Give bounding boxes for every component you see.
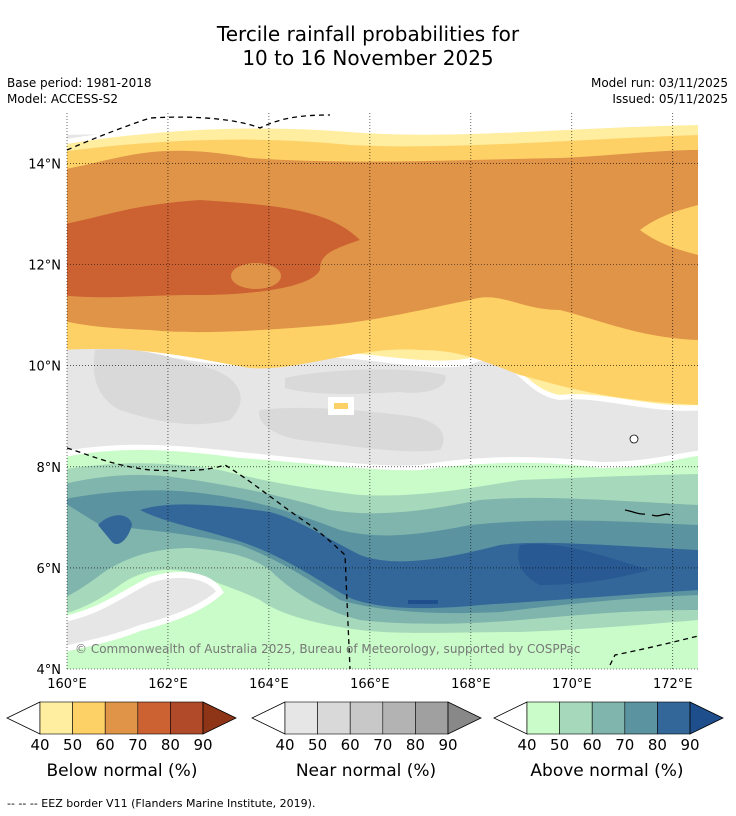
near-50-patch-2 <box>259 407 444 452</box>
colorbar-tick: 90 <box>193 736 212 754</box>
meta-left: Base period: 1981-2018 Model: ACCESS-S2 <box>7 75 152 107</box>
colorbar-segment <box>170 701 204 735</box>
colorbar-tick: 40 <box>275 736 294 754</box>
colorbar-segment <box>284 701 318 735</box>
colorbar-segment <box>591 701 626 735</box>
colorbar-label-above: Above normal (%) <box>530 761 684 781</box>
colorbar-tick: 80 <box>161 736 180 754</box>
colorbar-tick: 50 <box>63 736 82 754</box>
colorbar-tick: 40 <box>30 736 49 754</box>
near-50-patch-1 <box>93 349 241 425</box>
below-50-pocket <box>640 205 698 255</box>
probability-field <box>67 113 698 669</box>
colorbar-segment <box>526 701 560 735</box>
colorbar-min-arrow <box>6 701 41 735</box>
colorbar-tick: 40 <box>517 736 536 754</box>
colorbar-segment <box>349 701 384 735</box>
near-50-patch-3 <box>285 369 446 394</box>
colorbar-tick: 70 <box>373 736 392 754</box>
colorbar-1: 40 50 60 70 80 90 <box>251 701 482 754</box>
colorbar-tick: 60 <box>96 736 115 754</box>
colorbar-max-arrow <box>447 701 482 735</box>
above-90-core <box>518 544 650 585</box>
lon-tick-label: 170°E <box>552 677 592 692</box>
lat-tick-label: 6°N <box>37 562 62 577</box>
colorbar-tick: 90 <box>438 736 457 754</box>
lon-tick-label: 168°E <box>451 677 491 692</box>
colorbar-segment <box>415 701 449 735</box>
colorbar-tick: 50 <box>550 736 569 754</box>
colorbar-segment <box>657 701 691 735</box>
lon-tick-label: 160°E <box>47 677 87 692</box>
model-run: Model run: 03/11/2025 <box>590 76 728 90</box>
below-50-dot <box>328 397 354 415</box>
colorbar-segment <box>104 701 139 735</box>
colorbar-segment <box>137 701 171 735</box>
colorbar-0: 40 50 60 70 80 90 <box>6 701 237 754</box>
below-70-band <box>67 200 360 298</box>
island-2 <box>651 513 671 517</box>
colorbar-tick: 80 <box>648 736 667 754</box>
lat-tick-label: 4°N <box>37 663 62 678</box>
colorbar-max-arrow <box>202 701 237 735</box>
model-name: Model: ACCESS-S2 <box>7 92 119 106</box>
colorbar-segment <box>39 701 73 735</box>
lat-tick-label: 8°N <box>37 461 62 476</box>
eez-border-north <box>67 114 331 151</box>
title-line-2: 10 to 16 November 2025 <box>242 46 494 70</box>
colorbar-label-near: Near normal (%) <box>295 761 437 781</box>
eez-border-east <box>609 635 698 666</box>
lon-axis: 160°E 162°E 164°E 166°E 168°E 170°E 172°E <box>47 677 692 692</box>
colorbar-tick: 80 <box>406 736 425 754</box>
colorbar-tick: 60 <box>341 736 360 754</box>
island-1 <box>624 509 646 515</box>
above-80-patch <box>98 515 132 545</box>
lon-tick-label: 162°E <box>148 677 188 692</box>
meta-right: Model run: 03/11/2025 Issued: 05/11/2025 <box>591 75 728 107</box>
lat-tick-label: 12°N <box>28 259 61 274</box>
island-4 <box>629 434 639 444</box>
lat-tick-label: 10°N <box>28 360 61 375</box>
colorbar-min-arrow <box>251 701 286 735</box>
colorbar-segment <box>317 701 351 735</box>
colorbar-tick: 90 <box>680 736 699 754</box>
lat-axis: 14°N 12°N 10°N 8°N 6°N 4°N <box>28 158 61 678</box>
below-60-pocket <box>231 263 281 289</box>
colorbar-segment <box>559 701 593 735</box>
gridlines <box>66 113 698 670</box>
lat-tick-label: 14°N <box>28 158 61 173</box>
colorbar-tick: 70 <box>128 736 147 754</box>
colorbar-max-arrow <box>689 701 724 735</box>
colorbar-label-below: Below normal (%) <box>46 761 198 781</box>
colorbar-segment <box>382 701 416 735</box>
colorbar-tick: 70 <box>615 736 634 754</box>
colorbar-2: 40 50 60 70 80 90 <box>493 701 724 754</box>
map-title: Tercile rainfall probabilities for 10 to… <box>0 22 736 70</box>
title-line-1: Tercile rainfall probabilities for <box>216 22 520 46</box>
lon-tick-label: 166°E <box>350 677 390 692</box>
lon-tick-label: 164°E <box>249 677 289 692</box>
near-normal-pocket <box>67 571 224 652</box>
base-period: Base period: 1981-2018 <box>7 76 152 90</box>
colorbar-tick: 60 <box>583 736 602 754</box>
issued-date: Issued: 05/11/2025 <box>612 92 728 106</box>
eez-footnote: -- -- -- EEZ border V11 (Flanders Marine… <box>7 797 316 810</box>
colorbars: 40 50 60 70 80 90 40 50 60 70 80 90 40 50 60 70 80 90 <box>6 701 724 754</box>
colorbar-segment <box>72 701 106 735</box>
colorbar-tick: 50 <box>308 736 327 754</box>
lon-tick-label: 172°E <box>653 677 693 692</box>
copyright-text: © Commonwealth of Australia 2025, Bureau… <box>75 642 580 656</box>
colorbar-min-arrow <box>493 701 528 735</box>
colorbar-segment <box>624 701 658 735</box>
